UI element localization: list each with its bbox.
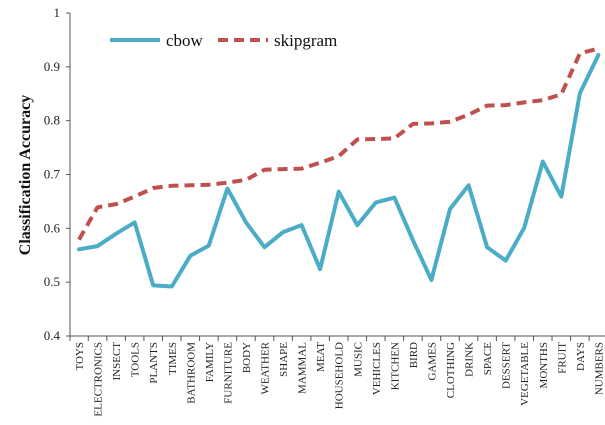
axes — [69, 13, 605, 337]
x-category-label: MAMMAL — [297, 342, 309, 394]
x-category-label: KITCHEN — [389, 342, 401, 390]
series-lines — [77, 46, 601, 289]
x-category-label: VEGETABLE — [519, 342, 531, 406]
legend-label-cbow: cbow — [166, 31, 204, 50]
x-category-label: MUSIC — [352, 342, 364, 377]
x-category-label: TOYS — [74, 342, 86, 371]
x-category-label: WEATHER — [260, 341, 272, 394]
x-category-label: BATHROOM — [185, 342, 197, 404]
x-category-label: NUMBERS — [593, 342, 605, 395]
y-tick-label: 0.8 — [44, 113, 60, 128]
x-category-label: FURNITURE — [222, 342, 234, 404]
x-category-label: DESSERT — [501, 342, 513, 389]
x-ticks: TOYS ELECTRONICS INSECT TOOLS PLANTS TIMES BAT… — [69, 336, 605, 417]
x-category-label: BIRD — [408, 342, 420, 368]
y-tick-label: 0.7 — [44, 167, 61, 182]
x-category-label: FAMILY — [204, 342, 216, 382]
x-category-label: PLANTS — [148, 342, 160, 384]
y-tick-label: 0.9 — [44, 59, 60, 74]
x-category-label: VEHICLES — [371, 342, 383, 395]
legend: cbow skipgram — [110, 31, 337, 50]
x-category-label: GAMES — [426, 342, 438, 381]
x-category-label: FRUIT — [556, 342, 568, 374]
x-category-label: HOUSEHOLD — [334, 342, 346, 409]
x-category-label: TIMES — [167, 342, 179, 375]
x-category-label: ELECTRONICS — [93, 342, 105, 417]
y-ticks: 0.4 0.5 0.6 0.7 0.8 0.9 1 — [44, 5, 70, 343]
x-category-label: DRINK — [464, 342, 476, 377]
y-tick-label: 0.5 — [44, 274, 60, 289]
y-tick-label: 0.6 — [44, 220, 61, 235]
y-axis-title: Classification Accuracy — [17, 95, 34, 255]
x-category-label: CLOTHING — [445, 342, 457, 398]
y-tick-label: 1 — [54, 5, 61, 20]
series-line-skipgram — [77, 46, 599, 241]
x-category-label: MEAT — [315, 342, 327, 372]
x-category-label: MONTHS — [538, 342, 550, 388]
x-category-label: SHAPE — [278, 342, 290, 377]
x-category-label: DAYS — [575, 342, 587, 371]
series-line-cbow — [77, 53, 601, 289]
x-category-label: INSECT — [111, 342, 123, 381]
x-category-label: TOOLS — [130, 342, 142, 377]
y-tick-label: 0.4 — [44, 328, 61, 343]
x-category-label: SPACE — [482, 342, 494, 376]
legend-label-skipgram: skipgram — [274, 31, 337, 50]
x-category-label: BODY — [241, 342, 253, 373]
